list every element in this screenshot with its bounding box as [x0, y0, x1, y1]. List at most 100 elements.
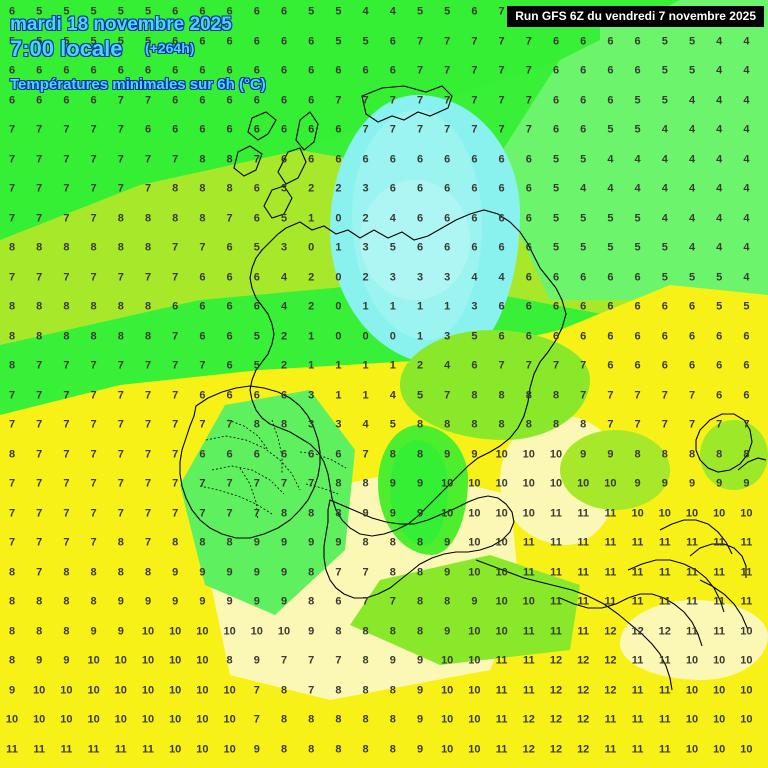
grid-temperature-value: 5 [634, 241, 641, 254]
grid-temperature-value: 10 [5, 713, 19, 726]
grid-temperature-value: 4 [716, 212, 723, 224]
grid-temperature-value: 6 [280, 35, 288, 47]
grid-temperature-value: 6 [199, 5, 206, 18]
grid-temperature-value: 4 [743, 182, 750, 195]
field-green-wales2 [390, 440, 448, 545]
grid-temperature-value: 8 [36, 595, 43, 608]
grid-temperature-value: 7 [117, 507, 124, 519]
grid-temperature-value: 6 [525, 300, 532, 313]
grid-temperature-value: 5 [607, 123, 614, 136]
grid-temperature-value: 8 [90, 595, 97, 608]
grid-temperature-value: 8 [308, 743, 315, 755]
grid-temperature-value: 7 [90, 418, 97, 431]
grid-temperature-value: 8 [36, 300, 43, 313]
grid-temperature-value: 8 [36, 241, 43, 254]
grid-temperature-value: 6 [253, 389, 260, 401]
grid-temperature-value: 10 [468, 654, 481, 667]
grid-temperature-value: 6 [661, 359, 668, 372]
grid-temperature-value: 1 [335, 359, 342, 372]
grid-temperature-value: 6 [8, 94, 16, 106]
grid-temperature-value: 6 [199, 448, 206, 460]
grid-temperature-value: 10 [196, 654, 209, 667]
grid-temperature-value: 6 [580, 300, 587, 313]
grid-temperature-value: 7 [36, 477, 43, 490]
grid-temperature-value: 6 [199, 123, 206, 136]
grid-temperature-value: 11 [142, 743, 154, 755]
color-scale-legend: -14-10-6-2261014182226303438424650-12-8-… [0, 695, 768, 768]
grid-temperature-value: 6 [389, 64, 396, 77]
grid-temperature-value: 4 [389, 212, 396, 224]
grid-temperature-value: 10 [522, 448, 535, 460]
grid-temperature-value: 11 [87, 743, 100, 755]
grid-temperature-value: 8 [335, 507, 342, 519]
grid-temperature-value: 8 [280, 743, 288, 755]
grid-temperature-value: 11 [577, 595, 590, 608]
grid-temperature-value: 6 [525, 182, 532, 195]
grid-temperature-value: 8 [226, 654, 233, 667]
grid-temperature-value: 10 [685, 743, 699, 755]
grid-temperature-value: 7 [63, 389, 70, 401]
grid-temperature-value: 10 [114, 713, 127, 726]
grid-temperature-value: 4 [716, 94, 723, 106]
grid-temperature-value: 0 [335, 300, 342, 313]
grid-temperature-value: 7 [172, 271, 179, 283]
grid-temperature-value: 8 [226, 153, 233, 165]
grid-temperature-value: 10 [740, 743, 753, 755]
grid-temperature-value: 8 [716, 448, 723, 460]
grid-temperature-value: 6 [444, 153, 451, 165]
grid-temperature-value: 6 [634, 359, 641, 372]
grid-temperature-value: 6 [253, 5, 260, 18]
grid-temperature-value: 7 [90, 271, 97, 283]
grid-temperature-value: 10 [114, 654, 127, 667]
grid-temperature-value: 8 [335, 477, 342, 490]
grid-temperature-value: 9 [117, 595, 124, 608]
grid-temperature-value: 12 [549, 743, 563, 755]
grid-temperature-value: 5 [389, 241, 396, 254]
grid-temperature-value: 5 [552, 212, 560, 224]
grid-temperature-value: 10 [495, 536, 508, 549]
grid-temperature-value: 7 [226, 212, 233, 224]
grid-temperature-value: 8 [36, 330, 43, 342]
grid-temperature-value: 8 [688, 448, 696, 460]
grid-temperature-value: 5 [144, 5, 152, 18]
grid-temperature-value: 7 [580, 389, 587, 401]
grid-temperature-value: 9 [172, 595, 179, 608]
grid-temperature-value: 10 [33, 713, 46, 726]
grid-temperature-value: 7 [444, 35, 451, 47]
grid-temperature-value: 11 [550, 595, 562, 608]
grid-temperature-value: 7 [117, 477, 124, 490]
grid-temperature-value: 9 [362, 507, 369, 519]
grid-temperature-value: 5 [117, 5, 124, 18]
grid-temperature-value: 10 [441, 477, 454, 490]
grid-temperature-value: 10 [740, 684, 753, 696]
grid-temperature-value: 6 [280, 64, 288, 77]
grid-temperature-value: 11 [658, 743, 671, 755]
grid-temperature-value: 6 [498, 330, 505, 342]
grid-temperature-value: 12 [604, 625, 617, 637]
grid-temperature-value: 10 [223, 713, 236, 726]
grid-temperature-value: 8 [172, 182, 179, 195]
grid-temperature-value: 5 [253, 359, 260, 372]
grid-temperature-value: 10 [740, 507, 753, 519]
grid-temperature-value: 7 [471, 35, 478, 47]
grid-temperature-value: 7 [172, 448, 179, 460]
grid-temperature-value: 7 [90, 448, 97, 460]
grid-temperature-value: 6 [743, 359, 750, 372]
grid-temperature-value: 6 [335, 64, 342, 77]
grid-temperature-value: 10 [169, 625, 182, 637]
grid-temperature-value: 6 [580, 64, 587, 77]
field-green-brittany [560, 430, 670, 510]
grid-temperature-value: 8 [362, 536, 369, 549]
grid-temperature-value: 8 [8, 448, 16, 460]
grid-temperature-value: 10 [685, 684, 699, 696]
grid-temperature-value: 9 [63, 654, 70, 667]
grid-temperature-value: 9 [90, 625, 97, 637]
grid-temperature-value: 1 [308, 212, 315, 224]
grid-temperature-value: 8 [199, 212, 206, 224]
grid-temperature-value: 11 [522, 536, 535, 549]
grid-temperature-value: 6 [226, 300, 233, 313]
grid-temperature-value: 8 [416, 625, 424, 637]
grid-temperature-value: 6 [63, 94, 70, 106]
grid-temperature-value: 6 [607, 271, 614, 283]
grid-temperature-value: 6 [199, 389, 206, 401]
